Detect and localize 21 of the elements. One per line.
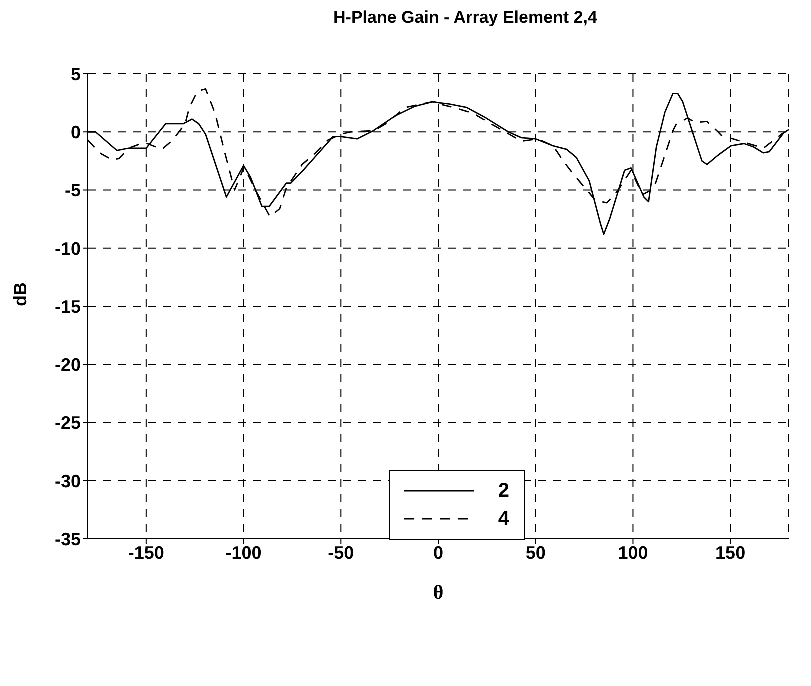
y-tick-label: -25 bbox=[54, 413, 81, 434]
y-axis-title: dB bbox=[10, 282, 30, 306]
x-tick-label: -50 bbox=[328, 542, 354, 563]
x-tick-label: 100 bbox=[618, 542, 648, 563]
x-tick-label: -150 bbox=[128, 542, 164, 563]
legend-label: 4 bbox=[498, 506, 510, 532]
x-tick-label: 50 bbox=[526, 542, 546, 563]
chart-title: H-Plane Gain - Array Element 2,4 bbox=[332, 8, 598, 29]
y-tick-label: 0 bbox=[70, 122, 81, 143]
y-tick-label: -10 bbox=[54, 238, 81, 259]
x-tick-label: 150 bbox=[716, 542, 746, 563]
y-tick-label: -5 bbox=[64, 180, 81, 201]
y-tick-label: -35 bbox=[54, 529, 81, 550]
legend-label: 2 bbox=[498, 478, 510, 504]
x-tick-label: 0 bbox=[433, 542, 444, 563]
y-tick-label: 5 bbox=[70, 64, 81, 84]
y-tick-label: -15 bbox=[54, 296, 81, 317]
x-tick-label: -100 bbox=[226, 542, 262, 563]
y-tick-label: -20 bbox=[54, 355, 81, 376]
x-axis-title: θ bbox=[433, 582, 444, 604]
y-tick-label: -30 bbox=[54, 471, 81, 492]
